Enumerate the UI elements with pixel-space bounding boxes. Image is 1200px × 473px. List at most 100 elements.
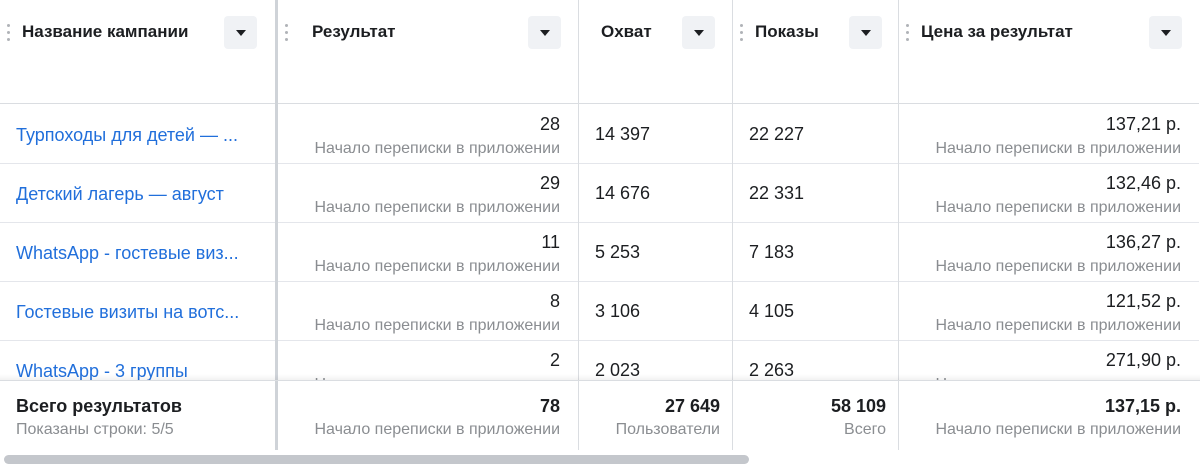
cost-value: 137,21 р.	[1105, 114, 1181, 134]
result-type: Начало переписки в приложении	[314, 258, 560, 275]
totals-label: Всего результатов	[16, 396, 182, 416]
campaign-link[interactable]: Детский лагерь — август	[16, 184, 224, 204]
cost-value: 121,52 р.	[1105, 291, 1181, 311]
table-row: 28 Начало переписки в приложении	[278, 105, 578, 164]
campaign-link[interactable]: WhatsApp - 3 группы	[16, 361, 188, 380]
header-campaign-name: Название кампании	[0, 0, 275, 104]
result-value: 8	[549, 291, 560, 311]
total-cost: 137,15 р.	[1104, 396, 1181, 416]
campaign-link[interactable]: Гостевые визиты на вотс...	[16, 302, 240, 322]
table-row: 136,27 р. Начало переписки в приложении	[899, 223, 1199, 282]
header-reach: Охват	[579, 0, 732, 104]
column-divider	[578, 381, 579, 451]
header-cost-per-result: Цена за результат	[899, 0, 1199, 104]
total-impressions: 58 109	[830, 396, 886, 416]
column-divider	[732, 381, 733, 451]
column-impressions: Показы 22 227 22 331 7 183 4 105 2 263	[733, 0, 899, 450]
campaign-link[interactable]: WhatsApp - гостевые виз...	[16, 243, 239, 263]
header-label: Название кампании	[22, 22, 189, 41]
header-label: Охват	[601, 22, 652, 41]
result-value: 28	[539, 114, 560, 134]
table-row: Детский лагерь — август	[0, 164, 275, 223]
result-type: Начало переписки в приложении	[314, 317, 560, 334]
rows-shown: Показаны строки: 5/5	[16, 421, 174, 438]
chevron-down-icon[interactable]	[1149, 16, 1182, 49]
table-row: 4 105	[733, 282, 898, 341]
header-label: Результат	[312, 22, 396, 41]
campaign-link[interactable]: Турпоходы для детей — ...	[16, 125, 238, 145]
table-row: 137,21 р. Начало переписки в приложении	[899, 105, 1199, 164]
drag-handle-icon[interactable]	[905, 22, 911, 44]
table-row: 22 227	[733, 105, 898, 164]
table-row: 14 676	[579, 164, 732, 223]
reach-value: 14 676	[595, 183, 651, 203]
table-row: 2 263	[733, 341, 898, 380]
header-impressions: Показы	[733, 0, 898, 104]
cost-type: Начало переписки в приложении	[935, 199, 1181, 216]
header-label: Показы	[755, 22, 819, 41]
total-impressions-sub: Всего	[844, 421, 886, 438]
column-cost-per-result: Цена за результат 137,21 р. Начало перепи…	[899, 0, 1199, 450]
table-row: WhatsApp - 3 группы	[0, 341, 275, 380]
table-row: 2 Начало переписки в приложении	[278, 341, 578, 380]
header-result: Результат	[278, 0, 578, 104]
reach-value: 5 253	[595, 242, 641, 262]
table-row: Гостевые визиты на вотс...	[0, 282, 275, 341]
drag-handle-icon[interactable]	[739, 22, 745, 44]
totals-row: Всего результатов Показаны строки: 5/5 7…	[0, 380, 1200, 451]
impressions-value: 22 227	[749, 124, 805, 144]
cost-value: 271,90 р.	[1105, 350, 1181, 370]
table-row: 132,46 р. Начало переписки в приложении	[899, 164, 1199, 223]
chevron-down-icon[interactable]	[528, 16, 561, 49]
total-reach: 27 649	[664, 396, 720, 416]
scrollbar-thumb[interactable]	[4, 455, 749, 464]
total-result-type: Начало переписки в приложении	[314, 421, 560, 438]
cost-type: Начало переписки в приложении	[935, 376, 1181, 380]
table-row: Турпоходы для детей — ...	[0, 105, 275, 164]
drag-handle-icon[interactable]	[6, 22, 12, 44]
result-type: Начало переписки в приложении	[314, 140, 560, 157]
column-campaign-name: Название кампании Турпоходы для детей — …	[0, 0, 278, 450]
impressions-value: 2 263	[749, 360, 795, 380]
result-type: Начало переписки в приложении	[314, 199, 560, 216]
header-label: Цена за результат	[921, 22, 1073, 41]
result-value: 29	[539, 173, 560, 193]
chevron-down-icon[interactable]	[849, 16, 882, 49]
result-value: 2	[549, 350, 560, 370]
table-row: 14 397	[579, 105, 732, 164]
impressions-value: 4 105	[749, 301, 795, 321]
table-row: 22 331	[733, 164, 898, 223]
column-divider	[275, 381, 278, 451]
table-row: 271,90 р. Начало переписки в приложении	[899, 341, 1199, 380]
cost-type: Начало переписки в приложении	[935, 258, 1181, 275]
total-result: 78	[539, 396, 560, 416]
column-divider	[898, 381, 899, 451]
reach-value: 2 023	[595, 360, 641, 380]
chevron-down-icon[interactable]	[682, 16, 715, 49]
reach-value: 14 397	[595, 124, 651, 144]
table-row: 11 Начало переписки в приложении	[278, 223, 578, 282]
column-result: Результат 28 Начало переписки в приложени…	[278, 0, 579, 450]
table-row: WhatsApp - гостевые виз...	[0, 223, 275, 282]
cost-type: Начало переписки в приложении	[935, 317, 1181, 334]
result-value: 11	[541, 232, 560, 252]
table-row: 8 Начало переписки в приложении	[278, 282, 578, 341]
campaign-table: Название кампании Турпоходы для детей — …	[0, 0, 1199, 450]
table-row: 7 183	[733, 223, 898, 282]
table-row: 5 253	[579, 223, 732, 282]
table-row: 121,52 р. Начало переписки в приложении	[899, 282, 1199, 341]
impressions-value: 22 331	[749, 183, 805, 203]
drag-handle-icon[interactable]	[284, 22, 290, 44]
cost-type: Начало переписки в приложении	[935, 140, 1181, 157]
total-cost-type: Начало переписки в приложении	[935, 421, 1181, 438]
cost-value: 136,27 р.	[1105, 232, 1181, 252]
impressions-value: 7 183	[749, 242, 795, 262]
result-type: Начало переписки в приложении	[314, 376, 560, 380]
total-reach-sub: Пользователи	[615, 421, 720, 438]
chevron-down-icon[interactable]	[224, 16, 257, 49]
column-reach: Охват 14 397 14 676 5 253 3 106 2 023	[579, 0, 733, 450]
table-row: 29 Начало переписки в приложении	[278, 164, 578, 223]
table-row: 2 023	[579, 341, 732, 380]
table-row: 3 106	[579, 282, 732, 341]
cost-value: 132,46 р.	[1105, 173, 1181, 193]
